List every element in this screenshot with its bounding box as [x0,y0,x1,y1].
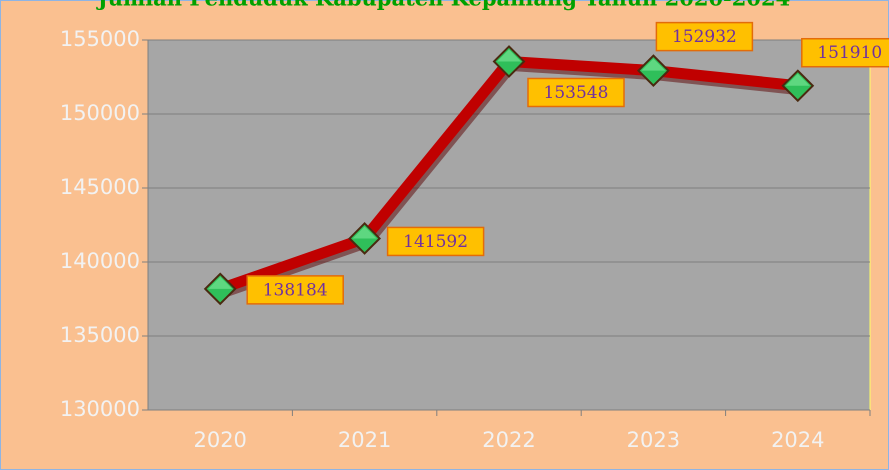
plot-area [147,39,871,411]
value-label: 141592 [403,232,468,252]
value-label-box [655,21,754,52]
y-tick-label: 135000 [60,323,140,347]
y-tick-label: 140000 [60,249,140,273]
marker-highlight [641,58,666,71]
x-tick-label: 2022 [482,428,535,452]
y-tick-label: 130000 [60,397,140,421]
x-tick-label: 2023 [627,428,680,452]
value-label-box [801,37,889,68]
value-label: 151910 [817,43,882,63]
value-label-box [527,77,625,108]
y-tick-label: 150000 [60,101,140,125]
y-tick-label: 155000 [60,27,140,51]
x-tick-label: 2024 [771,428,824,452]
chart-title: Jumlah Penduduk Kabupaten Kepahiang Tahu… [96,0,790,11]
marker-highlight [208,276,233,289]
x-tick-label: 2020 [193,428,246,452]
marker-highlight [785,73,810,86]
marker [203,272,237,306]
y-tick-label: 145000 [60,175,140,199]
value-label-box [246,275,344,305]
value-label-box [386,226,485,257]
value-label: 153548 [544,83,609,103]
marker-highlight [497,49,521,62]
value-label: 152932 [672,27,737,47]
marker-highlight [352,226,377,239]
x-tick-label: 2021 [338,428,391,452]
value-label: 138184 [263,280,328,300]
